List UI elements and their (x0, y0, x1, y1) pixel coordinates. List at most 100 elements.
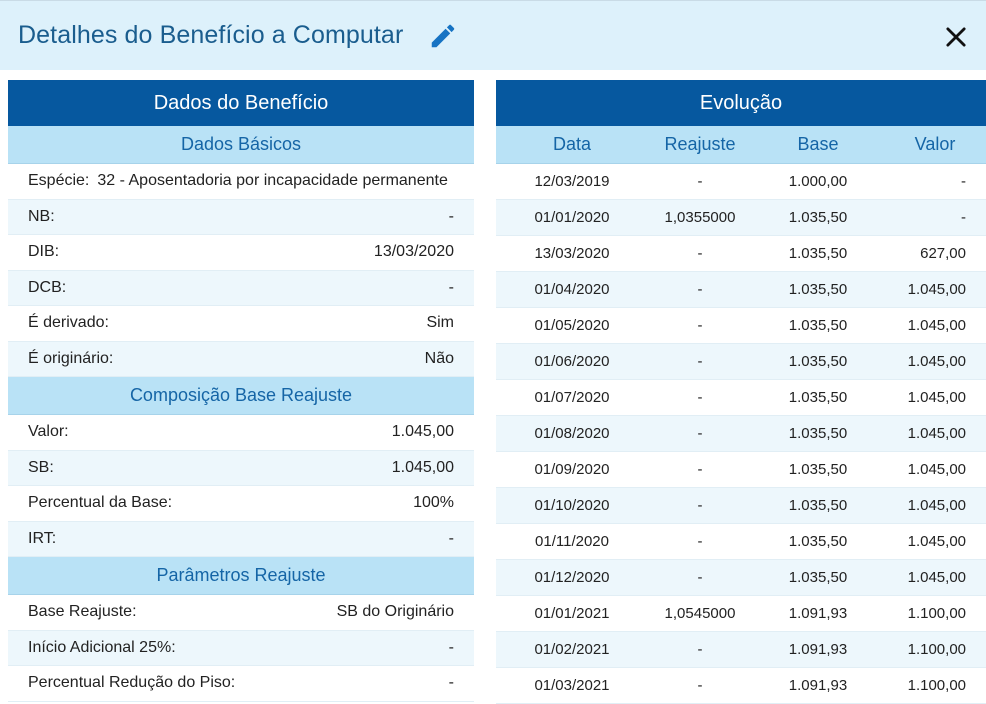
cell-base: 1.035,50 (788, 245, 848, 262)
cell-reajuste: - (697, 317, 703, 334)
info-label: Início Adicional 25%: (28, 638, 176, 656)
info-row: IRT: - (8, 521, 474, 557)
especie-value: 32 - Aposentadoria por incapacidade perm… (97, 172, 448, 190)
cell-valor: 1.045,00 (907, 389, 966, 406)
cell-base: 1.035,50 (788, 425, 848, 442)
table-row: 01/06/2020 - 1.035,50 1.045,00 (496, 344, 986, 380)
cell-reajuste: - (697, 497, 703, 514)
info-row: É derivado: Sim (8, 306, 474, 342)
cell-reajuste: - (697, 389, 703, 406)
cell-data: 12/03/2019 (534, 173, 610, 190)
benefit-data-panel: Dados do Benefício Dados Básicos Espécie… (8, 80, 474, 704)
parameters-list: Base Reajuste: SB do Originário Início Adi… (8, 595, 474, 702)
column-header-data: Data (552, 134, 592, 154)
info-label: IRT: (28, 529, 57, 547)
info-value: Não (424, 349, 454, 367)
evolution-title: Evolução (496, 80, 986, 126)
table-row: 01/02/2021 - 1.091,93 1.100,00 (496, 632, 986, 668)
cell-data: 01/04/2020 (534, 281, 610, 298)
cell-data: 01/11/2020 (535, 533, 609, 550)
especie-label: Espécie: (28, 172, 90, 190)
info-row: Valor: 1.045,00 (8, 415, 474, 451)
cell-reajuste: - (697, 533, 703, 550)
info-label: Valor: (28, 423, 69, 441)
cell-base: 1.035,50 (788, 209, 848, 226)
cell-base: 1.035,50 (788, 317, 848, 334)
cell-base: 1.091,93 (788, 677, 848, 694)
table-row: 13/03/2020 - 1.035,50 627,00 (496, 236, 986, 272)
info-row: Percentual da Base: 100% (8, 486, 474, 522)
cell-valor: 1.045,00 (907, 461, 966, 478)
cell-base: 1.035,50 (788, 461, 848, 478)
cell-base: 1.091,93 (788, 605, 848, 622)
cell-valor: - (961, 173, 966, 190)
cell-data: 01/01/2021 (534, 605, 610, 622)
cell-reajuste: - (697, 569, 703, 586)
cell-valor: 1.045,00 (907, 353, 966, 370)
cell-valor: 1.045,00 (907, 281, 966, 298)
cell-data: 13/03/2020 (534, 245, 610, 262)
info-value: 13/03/2020 (373, 243, 454, 261)
info-value: SB do Originário (336, 603, 454, 621)
evolution-table-header: Data Reajuste Base Valor (496, 126, 986, 164)
cell-valor: 1.045,00 (907, 497, 966, 514)
info-row: Percentual Redução do Piso: - (8, 666, 474, 702)
column-header-base: Base (797, 134, 839, 154)
cell-data: 01/05/2020 (534, 317, 610, 334)
cell-base: 1.035,50 (788, 569, 848, 586)
info-row: DIB: 13/03/2020 (8, 235, 474, 271)
cell-reajuste: - (697, 245, 703, 262)
evolution-table-body: 12/03/2019 - 1.000,00 - 01/01/2020 1,0355000 1… (496, 164, 986, 704)
info-value: 1.045,00 (391, 423, 454, 441)
cell-base: 1.035,50 (788, 497, 848, 514)
cell-reajuste: - (697, 461, 703, 478)
info-value: - (448, 207, 454, 225)
info-row: DCB: - (8, 270, 474, 306)
column-header-reajuste: Reajuste (664, 134, 736, 154)
composition-section-title: Composição Base Reajuste (8, 377, 474, 415)
cell-base: 1.035,50 (788, 353, 848, 370)
cell-reajuste: - (697, 641, 703, 658)
cell-valor: 1.045,00 (907, 569, 966, 586)
cell-valor: 1.100,00 (907, 677, 966, 694)
cell-data: 01/01/2020 (534, 209, 610, 226)
evolution-panel: Evolução Data Reajuste Base Valor 12/03/… (496, 80, 986, 704)
cell-data: 01/02/2021 (534, 641, 610, 658)
cell-data: 01/12/2020 (534, 569, 610, 586)
info-value: - (448, 674, 454, 692)
info-value: 1.045,00 (391, 458, 454, 476)
info-label: SB: (28, 458, 54, 476)
close-icon[interactable] (942, 23, 970, 51)
info-row: Início Adicional 25%: - (8, 630, 474, 666)
info-row: NB: - (8, 199, 474, 235)
table-row: 01/09/2020 - 1.035,50 1.045,00 (496, 452, 986, 488)
info-value: - (448, 278, 454, 296)
cell-valor: 1.100,00 (907, 641, 966, 658)
cell-base: 1.091,93 (788, 641, 848, 658)
cell-reajuste: - (697, 281, 703, 298)
cell-valor: 1.100,00 (907, 605, 966, 622)
cell-data: 01/10/2020 (534, 497, 610, 514)
table-row: 01/12/2020 - 1.035,50 1.045,00 (496, 560, 986, 596)
info-label: DCB: (28, 278, 67, 296)
info-label: É derivado: (28, 314, 109, 332)
cell-data: 01/09/2020 (534, 461, 610, 478)
cell-reajuste: - (697, 677, 703, 694)
cell-base: 1.035,50 (788, 281, 848, 298)
cell-data: 01/03/2021 (534, 677, 610, 694)
cell-base: 1.035,50 (788, 533, 848, 550)
composition-list: Valor: 1.045,00 SB: 1.045,00 Percentual da B… (8, 415, 474, 557)
column-header-valor: Valor (914, 134, 956, 154)
info-value: - (448, 529, 454, 547)
info-row: SB: 1.045,00 (8, 450, 474, 486)
info-label: DIB: (28, 243, 60, 261)
cell-valor: 1.045,00 (907, 425, 966, 442)
table-row: 01/07/2020 - 1.035,50 1.045,00 (496, 380, 986, 416)
pencil-icon[interactable] (428, 21, 458, 51)
info-row: É originário: Não (8, 341, 474, 377)
info-value: 100% (413, 494, 454, 512)
table-row: 01/08/2020 - 1.035,50 1.045,00 (496, 416, 986, 452)
parameters-section-title: Parâmetros Reajuste (8, 557, 474, 595)
table-row: 01/01/2021 1,0545000 1.091,93 1.100,00 (496, 596, 986, 632)
info-label: Percentual Redução do Piso: (28, 674, 236, 692)
